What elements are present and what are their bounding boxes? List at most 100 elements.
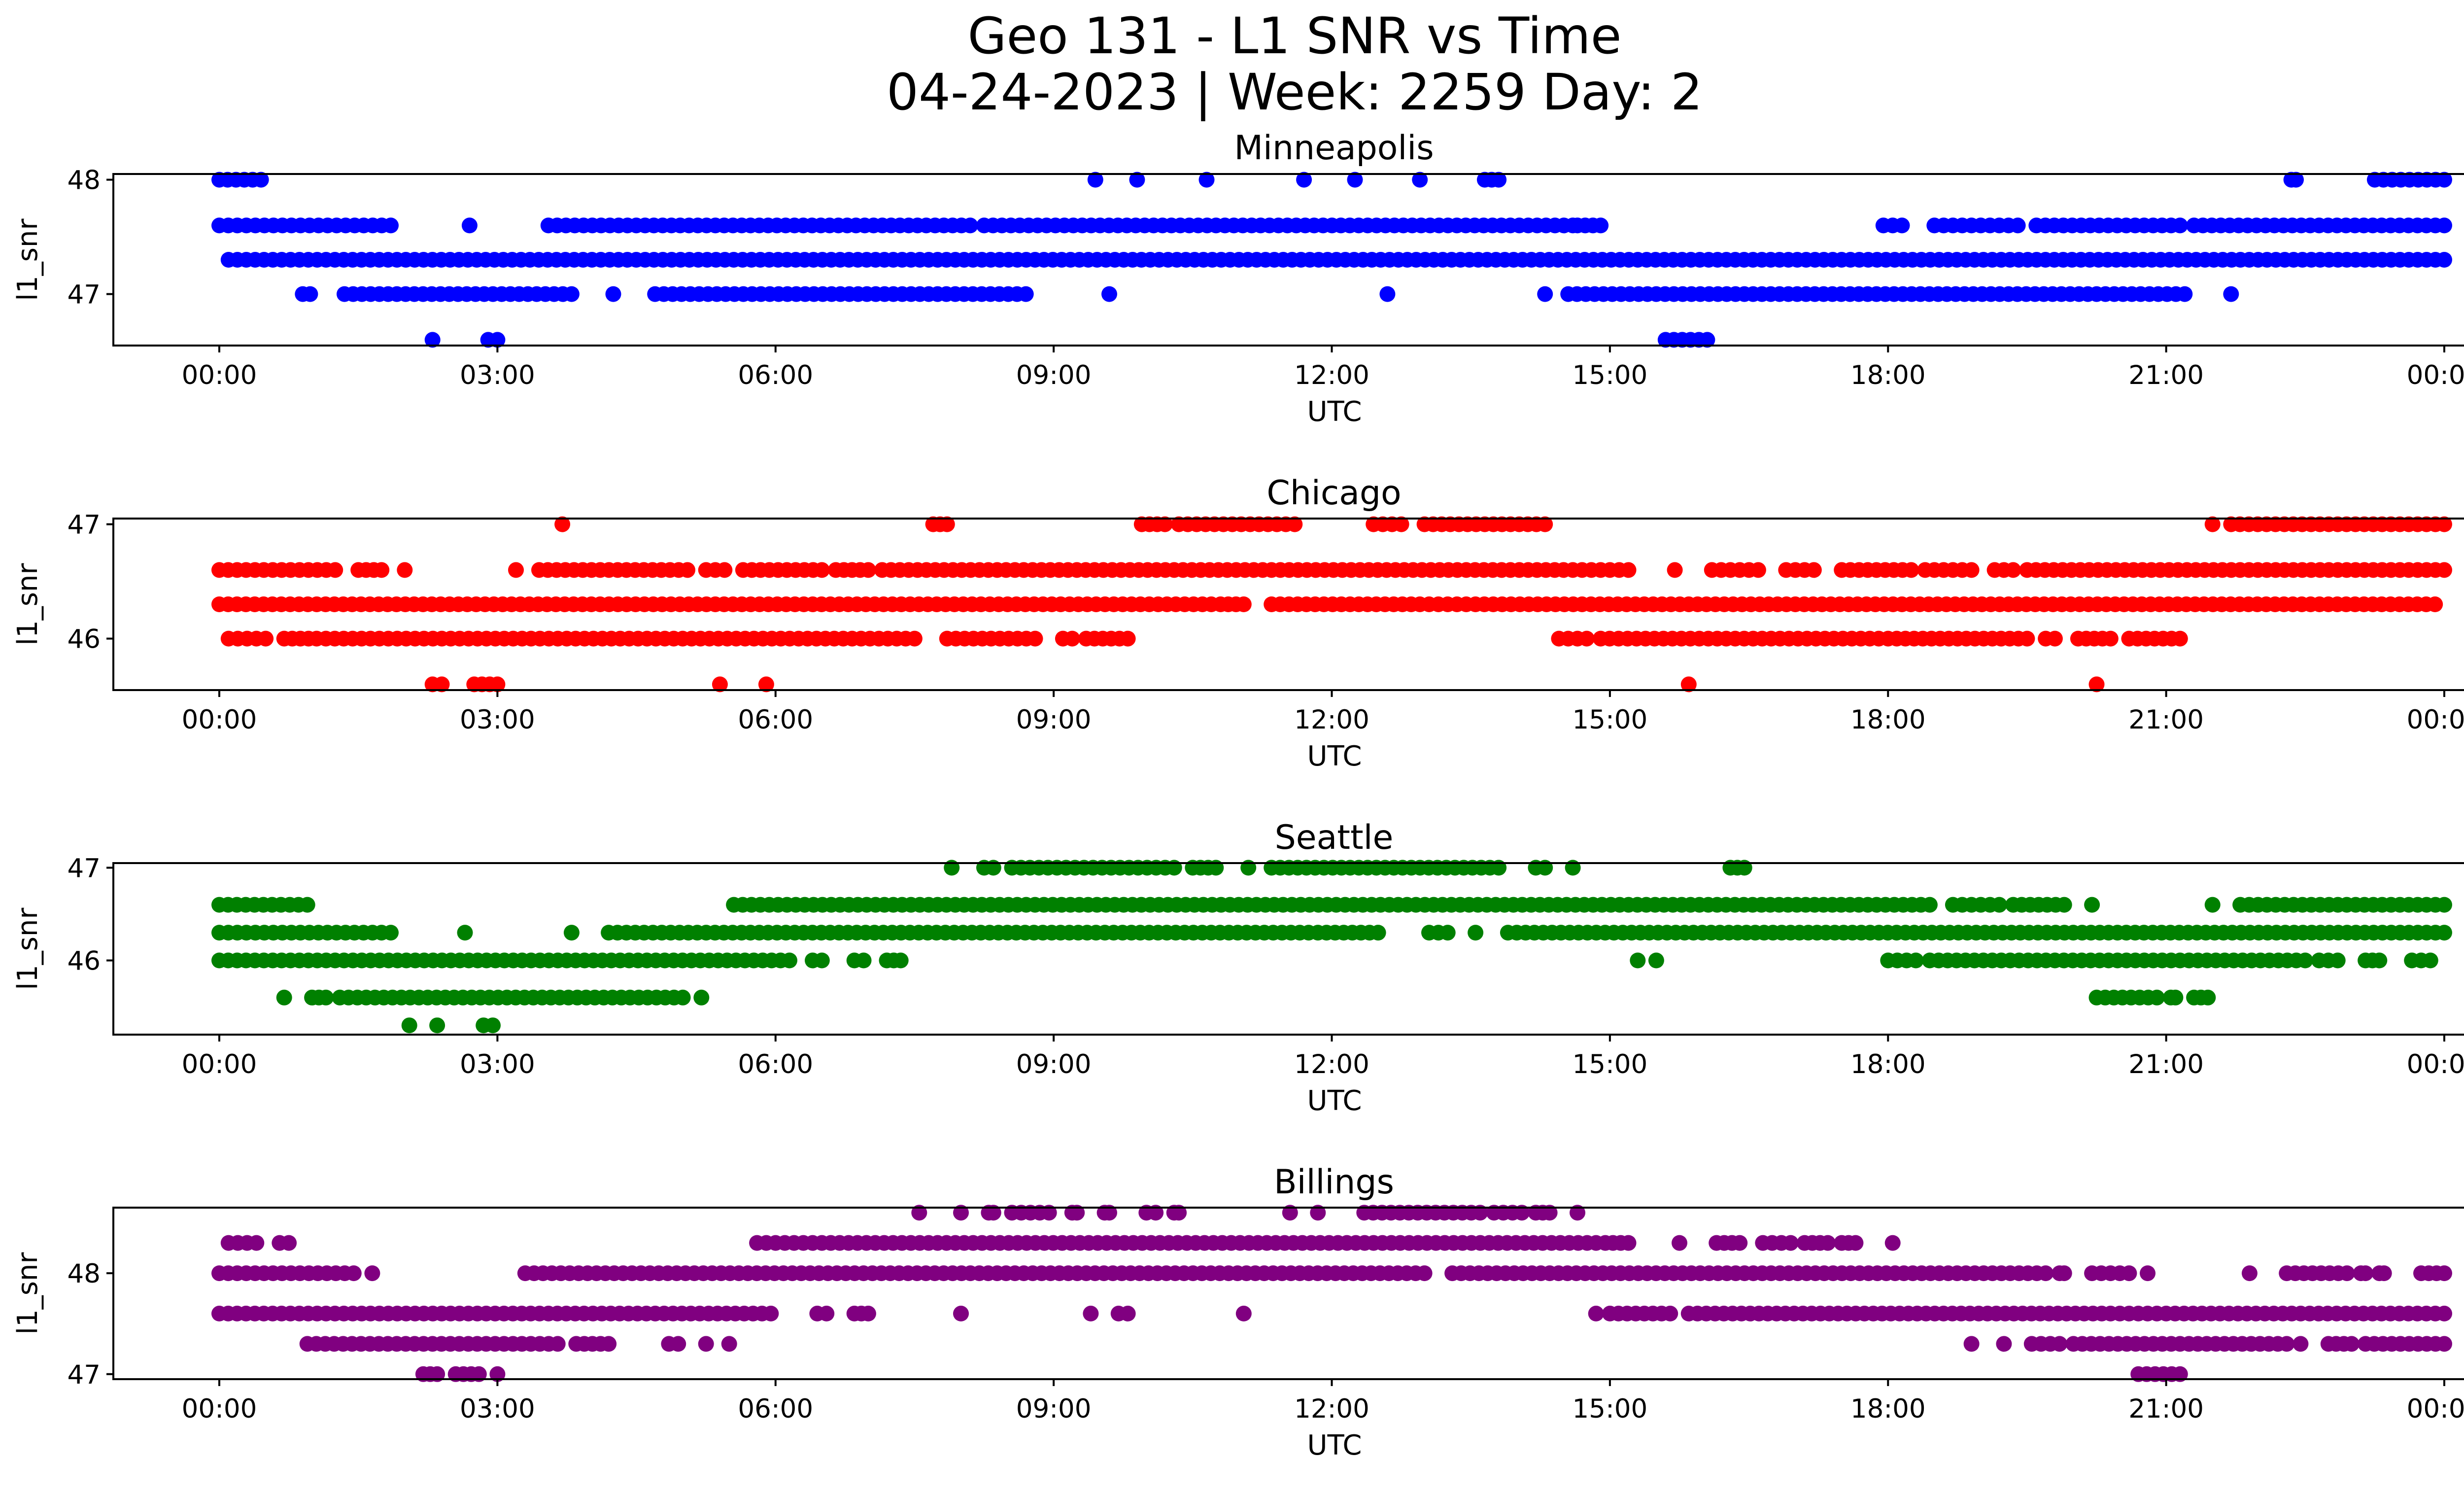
data-point-seattle-2 xyxy=(1468,925,1484,941)
plot-area-minneapolis xyxy=(112,173,2464,347)
data-point-chicago-3 xyxy=(2047,630,2063,647)
data-point-seattle-1 xyxy=(2204,897,2221,913)
y-tick-label: 47 xyxy=(68,1360,101,1390)
data-point-minneapolis-0 xyxy=(2288,172,2304,188)
y-tick-label: 46 xyxy=(68,946,101,976)
y-axis-label-chicago: l1_snr xyxy=(12,563,44,646)
data-point-billings-3 xyxy=(1120,1305,1136,1321)
x-tick-label: 15:00 xyxy=(1573,1394,1648,1424)
x-tick-label: 00:00 xyxy=(182,360,257,390)
data-point-seattle-1 xyxy=(1921,897,1938,913)
figure-title-line1: Geo 131 - L1 SNR vs Time xyxy=(968,7,1622,66)
data-point-seattle-4 xyxy=(2167,989,2184,1006)
plot-area-billings xyxy=(112,1207,2464,1380)
data-point-chicago-1 xyxy=(1667,562,1683,578)
x-tick-label: 00:00 xyxy=(2407,705,2464,735)
data-point-minneapolis-1 xyxy=(383,217,399,234)
data-point-minneapolis-3 xyxy=(605,286,621,302)
x-tick-label: 00:00 xyxy=(2407,1049,2464,1079)
data-point-chicago-2 xyxy=(2427,596,2443,612)
x-tick-label: 00:00 xyxy=(182,1394,257,1424)
y-tick-label: 47 xyxy=(68,510,101,540)
scatter-points-billings xyxy=(211,1205,2452,1382)
x-tick-label: 00:00 xyxy=(182,1049,257,1079)
x-axis-chicago: 00:00 03:00 06:00 09:00 12:00 15:00 18:00 21:00… xyxy=(182,690,2464,735)
data-point-billings-4 xyxy=(2279,1336,2295,1352)
scatter-points-chicago xyxy=(211,516,2452,693)
data-point-minneapolis-3 xyxy=(2223,286,2239,302)
data-point-chicago-4 xyxy=(712,676,728,693)
x-axis-billings: 00:00 03:00 06:00 09:00 12:00 15:00 18:00 21:00… xyxy=(182,1379,2464,1424)
plot-area-chicago xyxy=(112,518,2464,691)
data-point-billings-0 xyxy=(1310,1205,1326,1221)
data-point-billings-3 xyxy=(1662,1305,1678,1321)
data-point-billings-4 xyxy=(721,1336,737,1352)
data-point-billings-4 xyxy=(1996,1336,2012,1352)
data-point-chicago-1 xyxy=(374,562,390,578)
data-point-chicago-3 xyxy=(906,630,923,647)
data-point-chicago-3 xyxy=(1578,630,1595,647)
x-tick-label: 15:00 xyxy=(1573,360,1648,390)
data-point-chicago-4 xyxy=(2088,676,2105,693)
data-point-chicago-1 xyxy=(1750,562,1766,578)
data-point-chicago-0 xyxy=(1287,516,1303,532)
y-axis-seattle: 46 47 xyxy=(68,853,113,976)
data-point-seattle-2 xyxy=(1370,925,1386,941)
x-tick-label: 09:00 xyxy=(1016,1394,1092,1424)
data-point-chicago-1 xyxy=(1620,562,1637,578)
y-axis-label-billings: l1_snr xyxy=(12,1252,44,1335)
data-point-billings-0 xyxy=(1282,1205,1298,1221)
x-tick-label: 03:00 xyxy=(460,705,535,735)
data-point-billings-2 xyxy=(2038,1265,2054,1282)
data-point-minneapolis-3 xyxy=(1101,286,1117,302)
figure-title-line2: 04-24-2023 | Week: 2259 Day: 2 xyxy=(887,63,1703,122)
data-point-billings-2 xyxy=(2339,1265,2355,1282)
data-point-billings-4 xyxy=(2343,1336,2360,1352)
data-point-billings-3 xyxy=(763,1305,779,1321)
data-point-seattle-3 xyxy=(782,952,797,969)
data-point-chicago-1 xyxy=(327,562,343,578)
data-point-billings-1 xyxy=(1732,1235,1748,1251)
data-point-minneapolis-3 xyxy=(1018,286,1034,302)
data-point-billings-0 xyxy=(1069,1205,1085,1221)
y-axis-chicago: 46 47 xyxy=(68,510,113,655)
data-point-chicago-3 xyxy=(2019,630,2035,647)
panel-seattle: Seattle 00:00 03:00 06:00 09:00 12:00 15:00 18… xyxy=(12,818,2464,1117)
data-point-seattle-5 xyxy=(429,1017,445,1034)
data-point-billings-1 xyxy=(1672,1235,1687,1251)
x-axis-label-chicago: UTC xyxy=(1307,740,1362,772)
data-point-billings-0 xyxy=(911,1205,927,1221)
data-point-minneapolis-1 xyxy=(1593,217,1609,234)
data-point-minneapolis-0 xyxy=(1491,172,1507,188)
data-point-billings-2 xyxy=(2358,1265,2374,1282)
data-point-chicago-0 xyxy=(1537,516,1553,532)
y-axis-label-minneapolis: l1_snr xyxy=(12,218,44,301)
x-tick-label: 12:00 xyxy=(1294,360,1369,390)
x-tick-label: 12:00 xyxy=(1294,705,1369,735)
data-point-billings-3 xyxy=(2436,1305,2452,1321)
data-point-minneapolis-3 xyxy=(1379,286,1396,302)
x-axis-seattle: 00:00 03:00 06:00 09:00 12:00 15:00 18:00 21:00… xyxy=(182,1035,2464,1079)
data-point-chicago-2 xyxy=(1235,596,1252,612)
data-point-minneapolis-0 xyxy=(2436,172,2452,188)
data-point-chicago-3 xyxy=(1120,630,1136,647)
data-point-chicago-3 xyxy=(1027,630,1043,647)
x-tick-label: 21:00 xyxy=(2128,1394,2204,1424)
x-tick-label: 06:00 xyxy=(738,705,813,735)
x-tick-label: 21:00 xyxy=(2128,360,2204,390)
y-tick-label: 46 xyxy=(68,625,101,655)
data-point-chicago-4 xyxy=(489,676,506,693)
data-point-billings-4 xyxy=(698,1336,714,1352)
data-point-chicago-0 xyxy=(939,516,955,532)
data-point-billings-4 xyxy=(549,1336,566,1352)
data-point-minneapolis-1 xyxy=(2172,217,2188,234)
data-point-billings-2 xyxy=(2140,1265,2156,1282)
data-point-seattle-3 xyxy=(2371,952,2388,969)
x-tick-label: 12:00 xyxy=(1294,1049,1369,1079)
data-point-minneapolis-3 xyxy=(2177,286,2193,302)
y-tick-label: 48 xyxy=(68,1259,101,1289)
data-point-billings-5 xyxy=(471,1366,487,1382)
x-axis-label-seattle: UTC xyxy=(1307,1085,1362,1117)
data-point-seattle-5 xyxy=(485,1017,501,1034)
